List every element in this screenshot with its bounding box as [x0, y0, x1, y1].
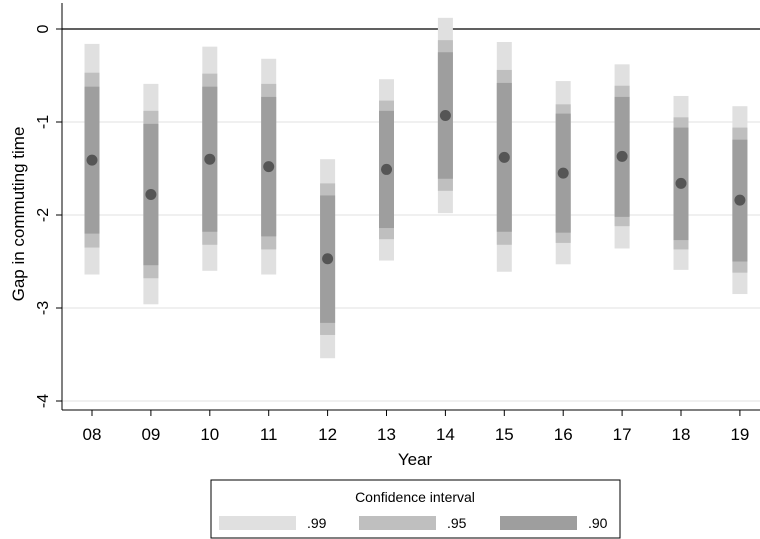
- point-estimate: [439, 109, 451, 121]
- point-estimate: [263, 161, 275, 173]
- y-tick-label: -1: [35, 115, 52, 129]
- legend-label: .99: [307, 515, 327, 531]
- legend-label: .95: [447, 515, 467, 531]
- point-estimate: [557, 167, 569, 179]
- y-ticks: 0 -1 -2 -3 -4: [35, 24, 62, 408]
- x-tick-label: 16: [554, 425, 573, 444]
- x-tick-label: 18: [672, 425, 691, 444]
- gridlines: [62, 121, 760, 402]
- x-axis-label: Year: [398, 450, 433, 469]
- y-tick-label: -2: [35, 208, 52, 222]
- y-tick-label: -4: [35, 394, 52, 408]
- x-tick-label: 12: [318, 425, 337, 444]
- x-tick-label: 08: [83, 425, 102, 444]
- point-estimate: [616, 150, 628, 162]
- x-tick-label: 15: [495, 425, 514, 444]
- point-estimate: [734, 194, 746, 206]
- x-tick-label: 17: [613, 425, 632, 444]
- point-estimate: [498, 151, 510, 163]
- legend-swatch: [359, 516, 436, 530]
- legend-swatch: [219, 516, 296, 530]
- x-ticks: 08 09 10 11 12 13 14 15 16 17 18 19: [83, 410, 749, 444]
- point-estimate: [381, 163, 392, 175]
- x-tick-label: 09: [141, 425, 160, 444]
- point-estimate: [145, 189, 157, 201]
- x-tick-label: 14: [436, 425, 455, 444]
- y-tick-label: 0: [35, 24, 52, 33]
- legend-label: .90: [588, 515, 608, 531]
- x-tick-label: 11: [260, 425, 278, 444]
- point-estimate: [322, 253, 334, 265]
- interval-bars: [84, 17, 748, 359]
- y-axis-label: Gap in commuting time: [9, 127, 28, 302]
- point-estimate: [86, 154, 98, 166]
- x-tick-label: 19: [730, 425, 749, 444]
- point-estimate: [675, 177, 687, 189]
- point-estimate: [204, 153, 216, 165]
- point-estimates: [86, 109, 746, 265]
- x-tick-label: 10: [200, 425, 219, 444]
- legend-title: Confidence interval: [355, 489, 475, 505]
- legend-swatch: [500, 516, 577, 530]
- axes: [61, 3, 760, 411]
- legend: Confidence interval .99 .95 .90: [210, 479, 621, 539]
- y-tick-label: -3: [35, 301, 52, 315]
- legend-items: .99 .95 .90: [219, 515, 608, 531]
- x-tick-label: 13: [377, 425, 396, 444]
